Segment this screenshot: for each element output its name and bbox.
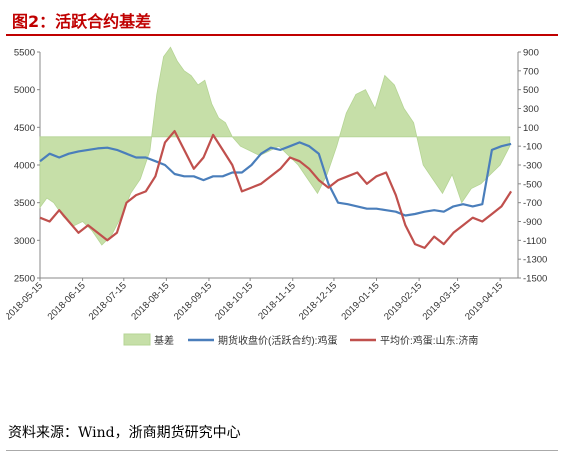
x-tick-label: 2019-04-15 bbox=[463, 280, 505, 322]
legend-label-futures: 期货收盘价(活跃合约):鸡蛋 bbox=[218, 334, 337, 347]
basis-chart: 2500 3000 3500 4000 4500 5000 5500 -1500 -1300 -1… bbox=[3, 46, 547, 347]
x-tick-label: 2018-08-15 bbox=[129, 280, 171, 322]
x-tick-label: 2019-03-15 bbox=[421, 280, 463, 322]
x-tick-label: 2019-02-15 bbox=[382, 280, 424, 322]
series-futures-line bbox=[39, 141, 512, 217]
legend-label-spot: 平均价:鸡蛋:山东:济南 bbox=[380, 334, 478, 347]
right-tick-label: 700 bbox=[523, 66, 539, 77]
right-tick-label: -1100 bbox=[523, 236, 547, 247]
chart-container: 2500 3000 3500 4000 4500 5000 5500 -1500 -1300 -1… bbox=[3, 38, 558, 410]
title-divider bbox=[6, 34, 558, 36]
right-tick-label: -500 bbox=[523, 179, 542, 190]
series-basis-area bbox=[39, 46, 511, 246]
source-note: 资料来源：Wind，浙商期货研究中心 bbox=[8, 425, 241, 441]
chart-title: 图2：活跃合约基差 bbox=[12, 12, 152, 31]
right-tick-label: -1300 bbox=[523, 255, 547, 266]
x-tick-label: 2018-10-15 bbox=[213, 280, 255, 322]
right-tick-label: 300 bbox=[523, 104, 539, 115]
right-tick-label: -300 bbox=[523, 161, 542, 172]
x-tick-label: 2018-09-15 bbox=[172, 280, 214, 322]
x-tick-label: 2018-06-15 bbox=[46, 280, 88, 322]
left-tick-label: 3000 bbox=[14, 236, 35, 247]
x-tick-label: 2018-11-15 bbox=[256, 280, 298, 322]
left-tick-label: 5000 bbox=[14, 85, 35, 96]
right-tick-label: 500 bbox=[523, 85, 539, 96]
x-tick-label: 2019-01-15 bbox=[339, 280, 381, 322]
legend-label-basis: 基差 bbox=[154, 334, 174, 347]
right-tick-label: 900 bbox=[523, 48, 539, 59]
left-tick-label: 4000 bbox=[14, 161, 35, 172]
x-tick-label: 2018-07-15 bbox=[87, 280, 129, 322]
legend-swatch-basis bbox=[123, 333, 151, 346]
right-tick-label: -900 bbox=[523, 217, 542, 228]
right-tick-label: -1500 bbox=[523, 274, 547, 285]
left-tick-label: 2500 bbox=[14, 274, 35, 285]
right-tick-label: -100 bbox=[523, 142, 542, 153]
left-tick-label: 5500 bbox=[14, 48, 35, 59]
left-tick-label: 3500 bbox=[14, 198, 35, 209]
bottom-divider bbox=[6, 450, 558, 451]
series-spot-line bbox=[39, 129, 513, 249]
x-tick-label: 2018-05-15 bbox=[6, 280, 45, 322]
right-tick-label: 100 bbox=[523, 123, 539, 134]
x-tick-label: 2018-12-15 bbox=[297, 280, 339, 322]
right-tick-label: -700 bbox=[523, 198, 542, 209]
left-tick-label: 4500 bbox=[14, 123, 35, 134]
